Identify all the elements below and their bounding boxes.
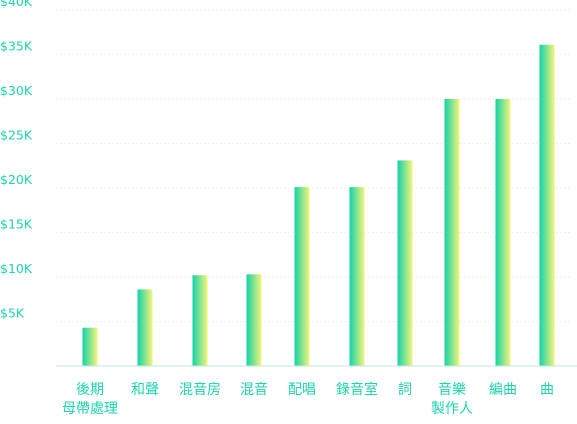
y-tick-label: $20K: [0, 172, 33, 187]
bar: [193, 275, 208, 366]
x-category-label: 編曲: [489, 382, 517, 398]
grid-lines: [56, 10, 572, 322]
x-category-label: 和聲: [131, 381, 159, 398]
bars: [83, 45, 555, 366]
x-category-label: 音樂: [438, 381, 466, 398]
y-tick-label: $15K: [0, 217, 33, 232]
bar: [398, 160, 413, 366]
bar: [138, 289, 153, 366]
x-category-label: 詞: [398, 382, 412, 398]
x-category-label: 錄音室: [336, 381, 378, 398]
x-category-label: 曲: [540, 382, 554, 398]
x-category-label: 配唱: [288, 382, 316, 398]
bar: [295, 187, 310, 366]
x-category-label: 混音: [240, 381, 268, 398]
x-category-label: 混音房: [179, 381, 221, 398]
y-tick-label: $10K: [0, 261, 33, 276]
x-category-label: 製作人: [431, 401, 473, 417]
y-tick-label: $35K: [0, 39, 33, 54]
y-tick-label: $5K: [0, 306, 25, 321]
bar: [445, 99, 460, 366]
x-category-label: 母帶處理: [62, 401, 118, 417]
bar: [247, 274, 262, 366]
bar: [350, 187, 365, 366]
bar: [83, 328, 98, 366]
y-tick-label: $25K: [0, 128, 33, 143]
y-axis-ticks: $5K $10K $15K $20K $25K $30K $35K $40K: [0, 0, 33, 321]
y-tick-label: $40K: [0, 0, 33, 9]
bar: [496, 99, 511, 366]
x-category-label: 後期: [76, 382, 104, 398]
y-tick-label: $30K: [0, 83, 33, 98]
bar: [540, 45, 555, 366]
